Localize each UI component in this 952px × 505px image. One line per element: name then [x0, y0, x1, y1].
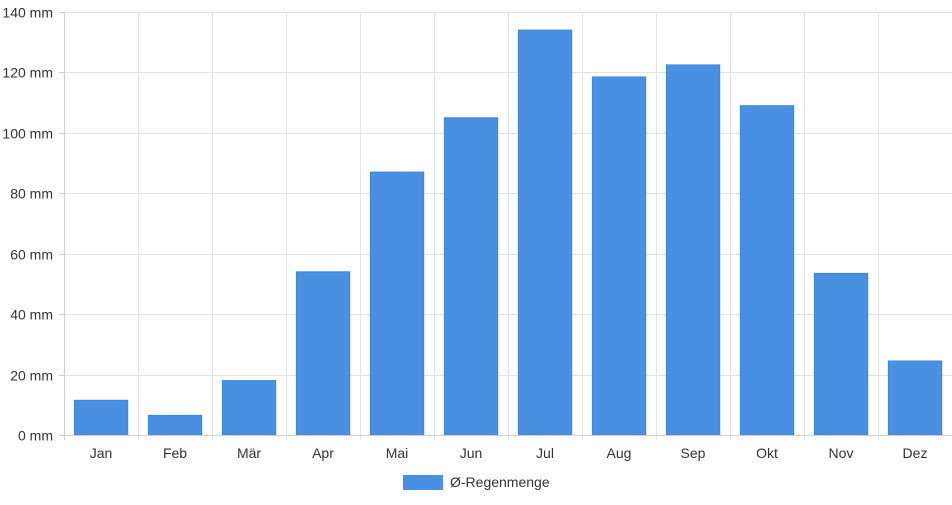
bar-aug	[591, 76, 647, 436]
bar-jul	[517, 29, 573, 436]
axis-layer	[59, 12, 952, 440]
x-tick-label: Apr	[312, 445, 334, 461]
x-tick-label: Jan	[90, 445, 113, 461]
x-tick-label: Feb	[163, 445, 187, 461]
y-tick-labels: 0 mm 20 mm 40 mm 60 mm 80 mm 100 mm 120 mm 140 …	[2, 5, 53, 444]
bar-jan	[73, 399, 129, 436]
bar-feb	[147, 414, 203, 436]
y-tick-label: 60 mm	[10, 247, 53, 263]
y-tick-label: 20 mm	[10, 368, 53, 384]
x-tick-label: Mär	[237, 445, 261, 461]
legend-swatch	[403, 475, 443, 490]
y-tick-label: 100 mm	[2, 126, 53, 142]
bar-sep	[665, 64, 721, 436]
x-tick-label: Dez	[903, 445, 928, 461]
legend-label: Ø-Regenmenge	[450, 474, 550, 490]
bar-okt	[739, 105, 795, 436]
x-tick-label: Aug	[607, 445, 632, 461]
x-tick-label: Okt	[756, 445, 778, 461]
bar-nov	[813, 272, 869, 436]
bar-mai	[369, 171, 425, 436]
y-tick-label: 120 mm	[2, 65, 53, 81]
grid-layer	[64, 12, 952, 440]
bar-jun	[443, 117, 499, 436]
legend[interactable]: Ø-Regenmenge	[403, 474, 550, 490]
y-tick-label: 80 mm	[10, 186, 53, 202]
x-tick-label: Mai	[386, 445, 409, 461]
x-tick-label: Sep	[681, 445, 706, 461]
x-tick-labels: Jan Feb Mär Apr Mai Jun Jul Aug Sep Okt Nov Dez	[90, 445, 928, 461]
y-tick-label: 0 mm	[18, 428, 53, 444]
x-tick-label: Nov	[829, 445, 854, 461]
y-tick-label: 40 mm	[10, 307, 53, 323]
y-tick-label: 140 mm	[2, 5, 53, 21]
bar-mär	[221, 380, 277, 436]
x-tick-label: Jun	[460, 445, 483, 461]
x-tick-label: Jul	[536, 445, 554, 461]
bar-apr	[295, 271, 351, 436]
bar-dez	[887, 360, 943, 436]
bars-layer	[73, 29, 943, 436]
